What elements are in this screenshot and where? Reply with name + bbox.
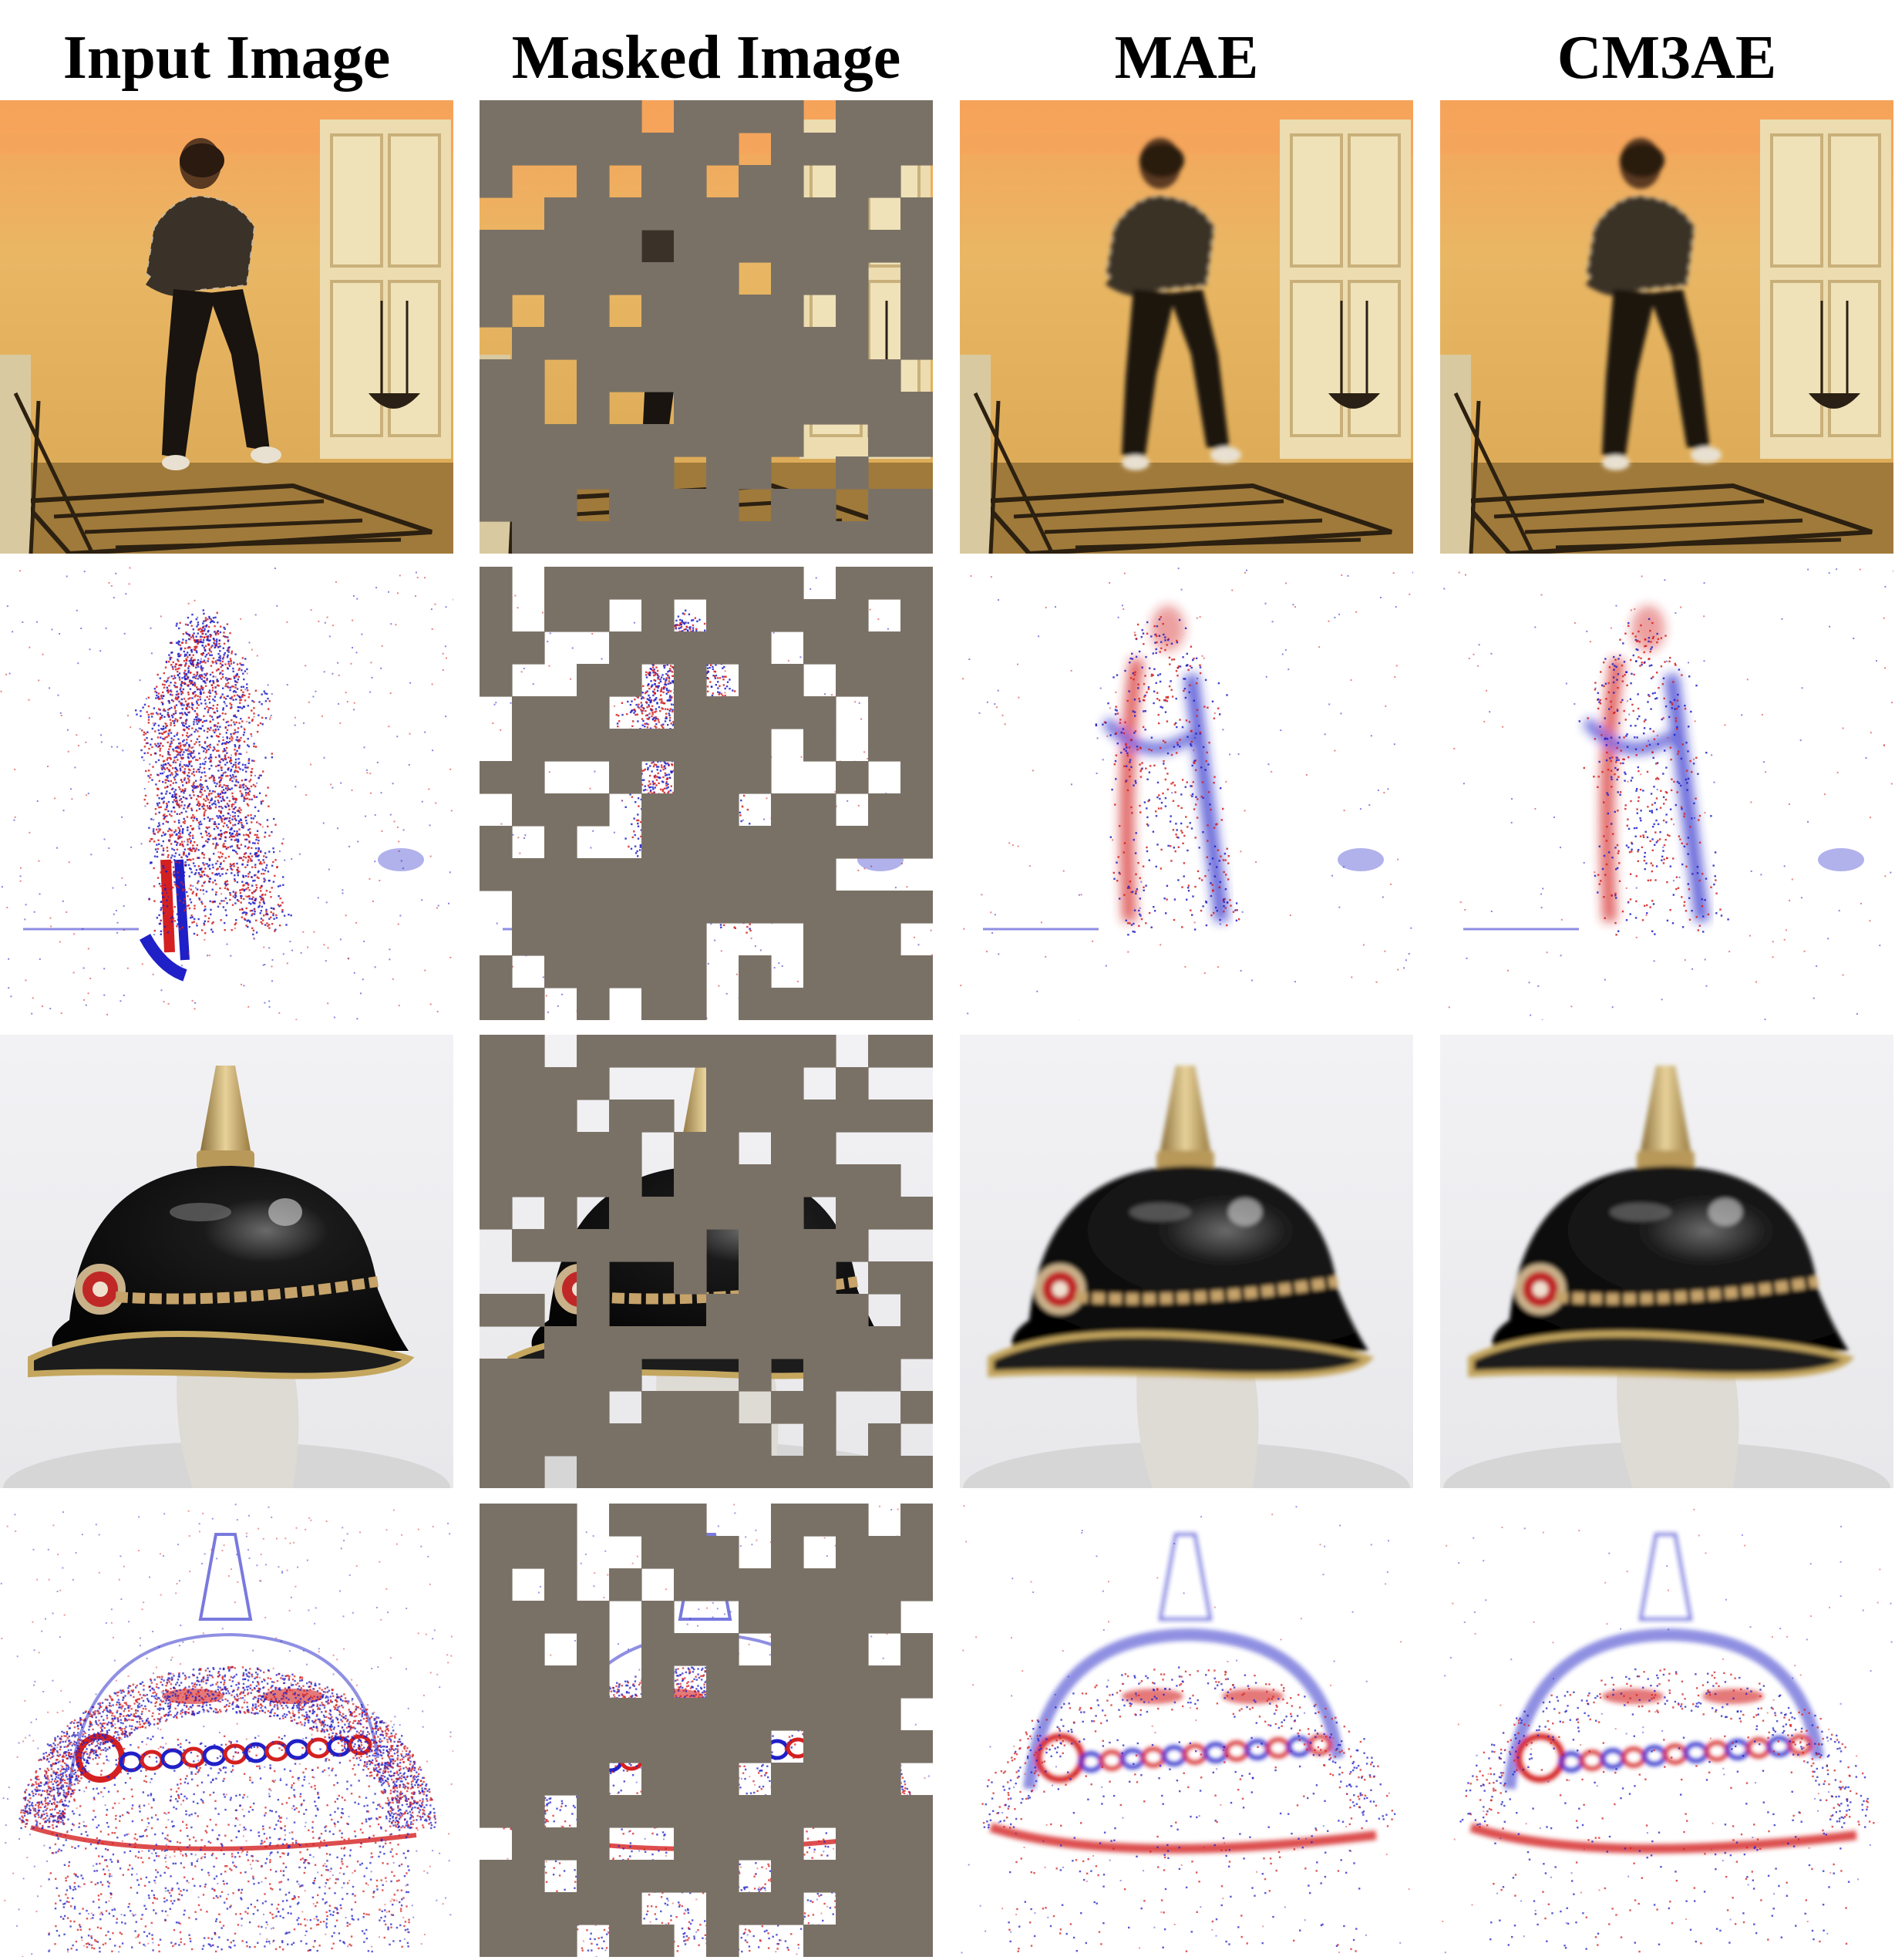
column-title-masked-image: Masked Image [511,24,901,92]
panel-row4-mae-event [960,1504,1413,1957]
panel-image [480,1035,933,1488]
panel-image [480,100,933,554]
column-title-mae: MAE [1114,24,1259,92]
panel-row3-input-rgb [0,1035,453,1488]
panel-row3-mae-rgb [960,1035,1413,1488]
panel-image [1440,567,1893,1020]
panel-row4-cm3ae-event [1440,1504,1893,1957]
panel-image [480,1504,933,1957]
panel-row4-input-event [0,1504,453,1957]
column-title-input-image: Input Image [62,24,391,92]
panel-row4-masked-event [480,1504,933,1957]
panel-row2-mae-event [960,567,1413,1020]
panel-image [960,1035,1413,1488]
panel-row2-masked-event [480,567,933,1020]
panel-image [0,567,453,1020]
panel-row1-cm3ae-rgb [1440,100,1893,554]
panel-image [1440,1035,1893,1488]
panel-image [1440,100,1893,554]
panel-row1-input-rgb [0,100,453,554]
panel-image [0,1035,453,1488]
panel-row1-mae-rgb [960,100,1413,554]
panel-image [0,1504,453,1957]
panel-image [960,1504,1413,1957]
panel-row3-masked-rgb [480,1035,933,1488]
column-headers: Input Image Masked Image MAE CM3AE [0,15,1895,100]
panel-row2-cm3ae-event [1440,567,1893,1020]
column-title-cm3ae: CM3AE [1557,24,1777,92]
panel-row1-masked-rgb [480,100,933,554]
panel-image [960,100,1413,554]
panel-row2-input-event [0,567,453,1020]
panel-image [960,567,1413,1020]
panel-row3-cm3ae-rgb [1440,1035,1893,1488]
panel-image [480,567,933,1020]
panel-image [0,100,453,554]
panel-image [1440,1504,1893,1957]
